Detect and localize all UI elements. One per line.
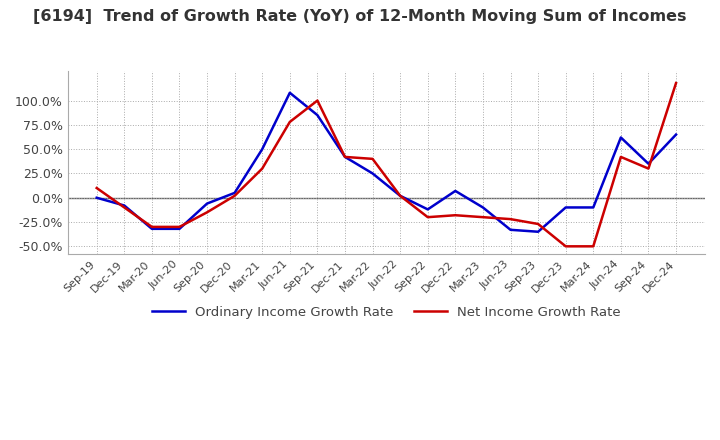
Ordinary Income Growth Rate <box>286 90 294 95</box>
Net Income Growth Rate <box>616 154 625 160</box>
Net Income Growth Rate <box>644 166 653 171</box>
Ordinary Income Growth Rate <box>562 205 570 210</box>
Net Income Growth Rate <box>313 98 322 103</box>
Ordinary Income Growth Rate <box>616 135 625 140</box>
Ordinary Income Growth Rate <box>120 203 129 208</box>
Net Income Growth Rate <box>92 185 101 191</box>
Net Income Growth Rate <box>203 210 212 215</box>
Net Income Growth Rate <box>562 244 570 249</box>
Ordinary Income Growth Rate <box>203 201 212 206</box>
Ordinary Income Growth Rate <box>589 205 598 210</box>
Ordinary Income Growth Rate <box>313 113 322 118</box>
Net Income Growth Rate <box>423 215 432 220</box>
Ordinary Income Growth Rate <box>534 229 542 235</box>
Ordinary Income Growth Rate <box>368 171 377 176</box>
Ordinary Income Growth Rate <box>506 227 515 232</box>
Line: Net Income Growth Rate: Net Income Growth Rate <box>96 83 676 246</box>
Net Income Growth Rate <box>451 213 459 218</box>
Text: [6194]  Trend of Growth Rate (YoY) of 12-Month Moving Sum of Incomes: [6194] Trend of Growth Rate (YoY) of 12-… <box>33 9 687 24</box>
Ordinary Income Growth Rate <box>423 207 432 212</box>
Net Income Growth Rate <box>479 215 487 220</box>
Ordinary Income Growth Rate <box>175 226 184 231</box>
Ordinary Income Growth Rate <box>92 195 101 200</box>
Legend: Ordinary Income Growth Rate, Net Income Growth Rate: Ordinary Income Growth Rate, Net Income … <box>147 301 626 324</box>
Net Income Growth Rate <box>396 193 405 198</box>
Ordinary Income Growth Rate <box>672 132 680 137</box>
Net Income Growth Rate <box>148 224 156 230</box>
Net Income Growth Rate <box>672 81 680 86</box>
Net Income Growth Rate <box>120 205 129 210</box>
Net Income Growth Rate <box>258 166 266 171</box>
Ordinary Income Growth Rate <box>396 193 405 198</box>
Ordinary Income Growth Rate <box>341 154 349 160</box>
Net Income Growth Rate <box>341 154 349 160</box>
Ordinary Income Growth Rate <box>258 147 266 152</box>
Net Income Growth Rate <box>286 119 294 125</box>
Net Income Growth Rate <box>368 156 377 161</box>
Net Income Growth Rate <box>175 224 184 230</box>
Net Income Growth Rate <box>230 193 239 198</box>
Ordinary Income Growth Rate <box>148 226 156 231</box>
Net Income Growth Rate <box>506 216 515 222</box>
Ordinary Income Growth Rate <box>479 205 487 210</box>
Ordinary Income Growth Rate <box>644 161 653 166</box>
Line: Ordinary Income Growth Rate: Ordinary Income Growth Rate <box>96 93 676 232</box>
Ordinary Income Growth Rate <box>451 188 459 194</box>
Net Income Growth Rate <box>589 244 598 249</box>
Net Income Growth Rate <box>534 221 542 227</box>
Ordinary Income Growth Rate <box>230 190 239 195</box>
